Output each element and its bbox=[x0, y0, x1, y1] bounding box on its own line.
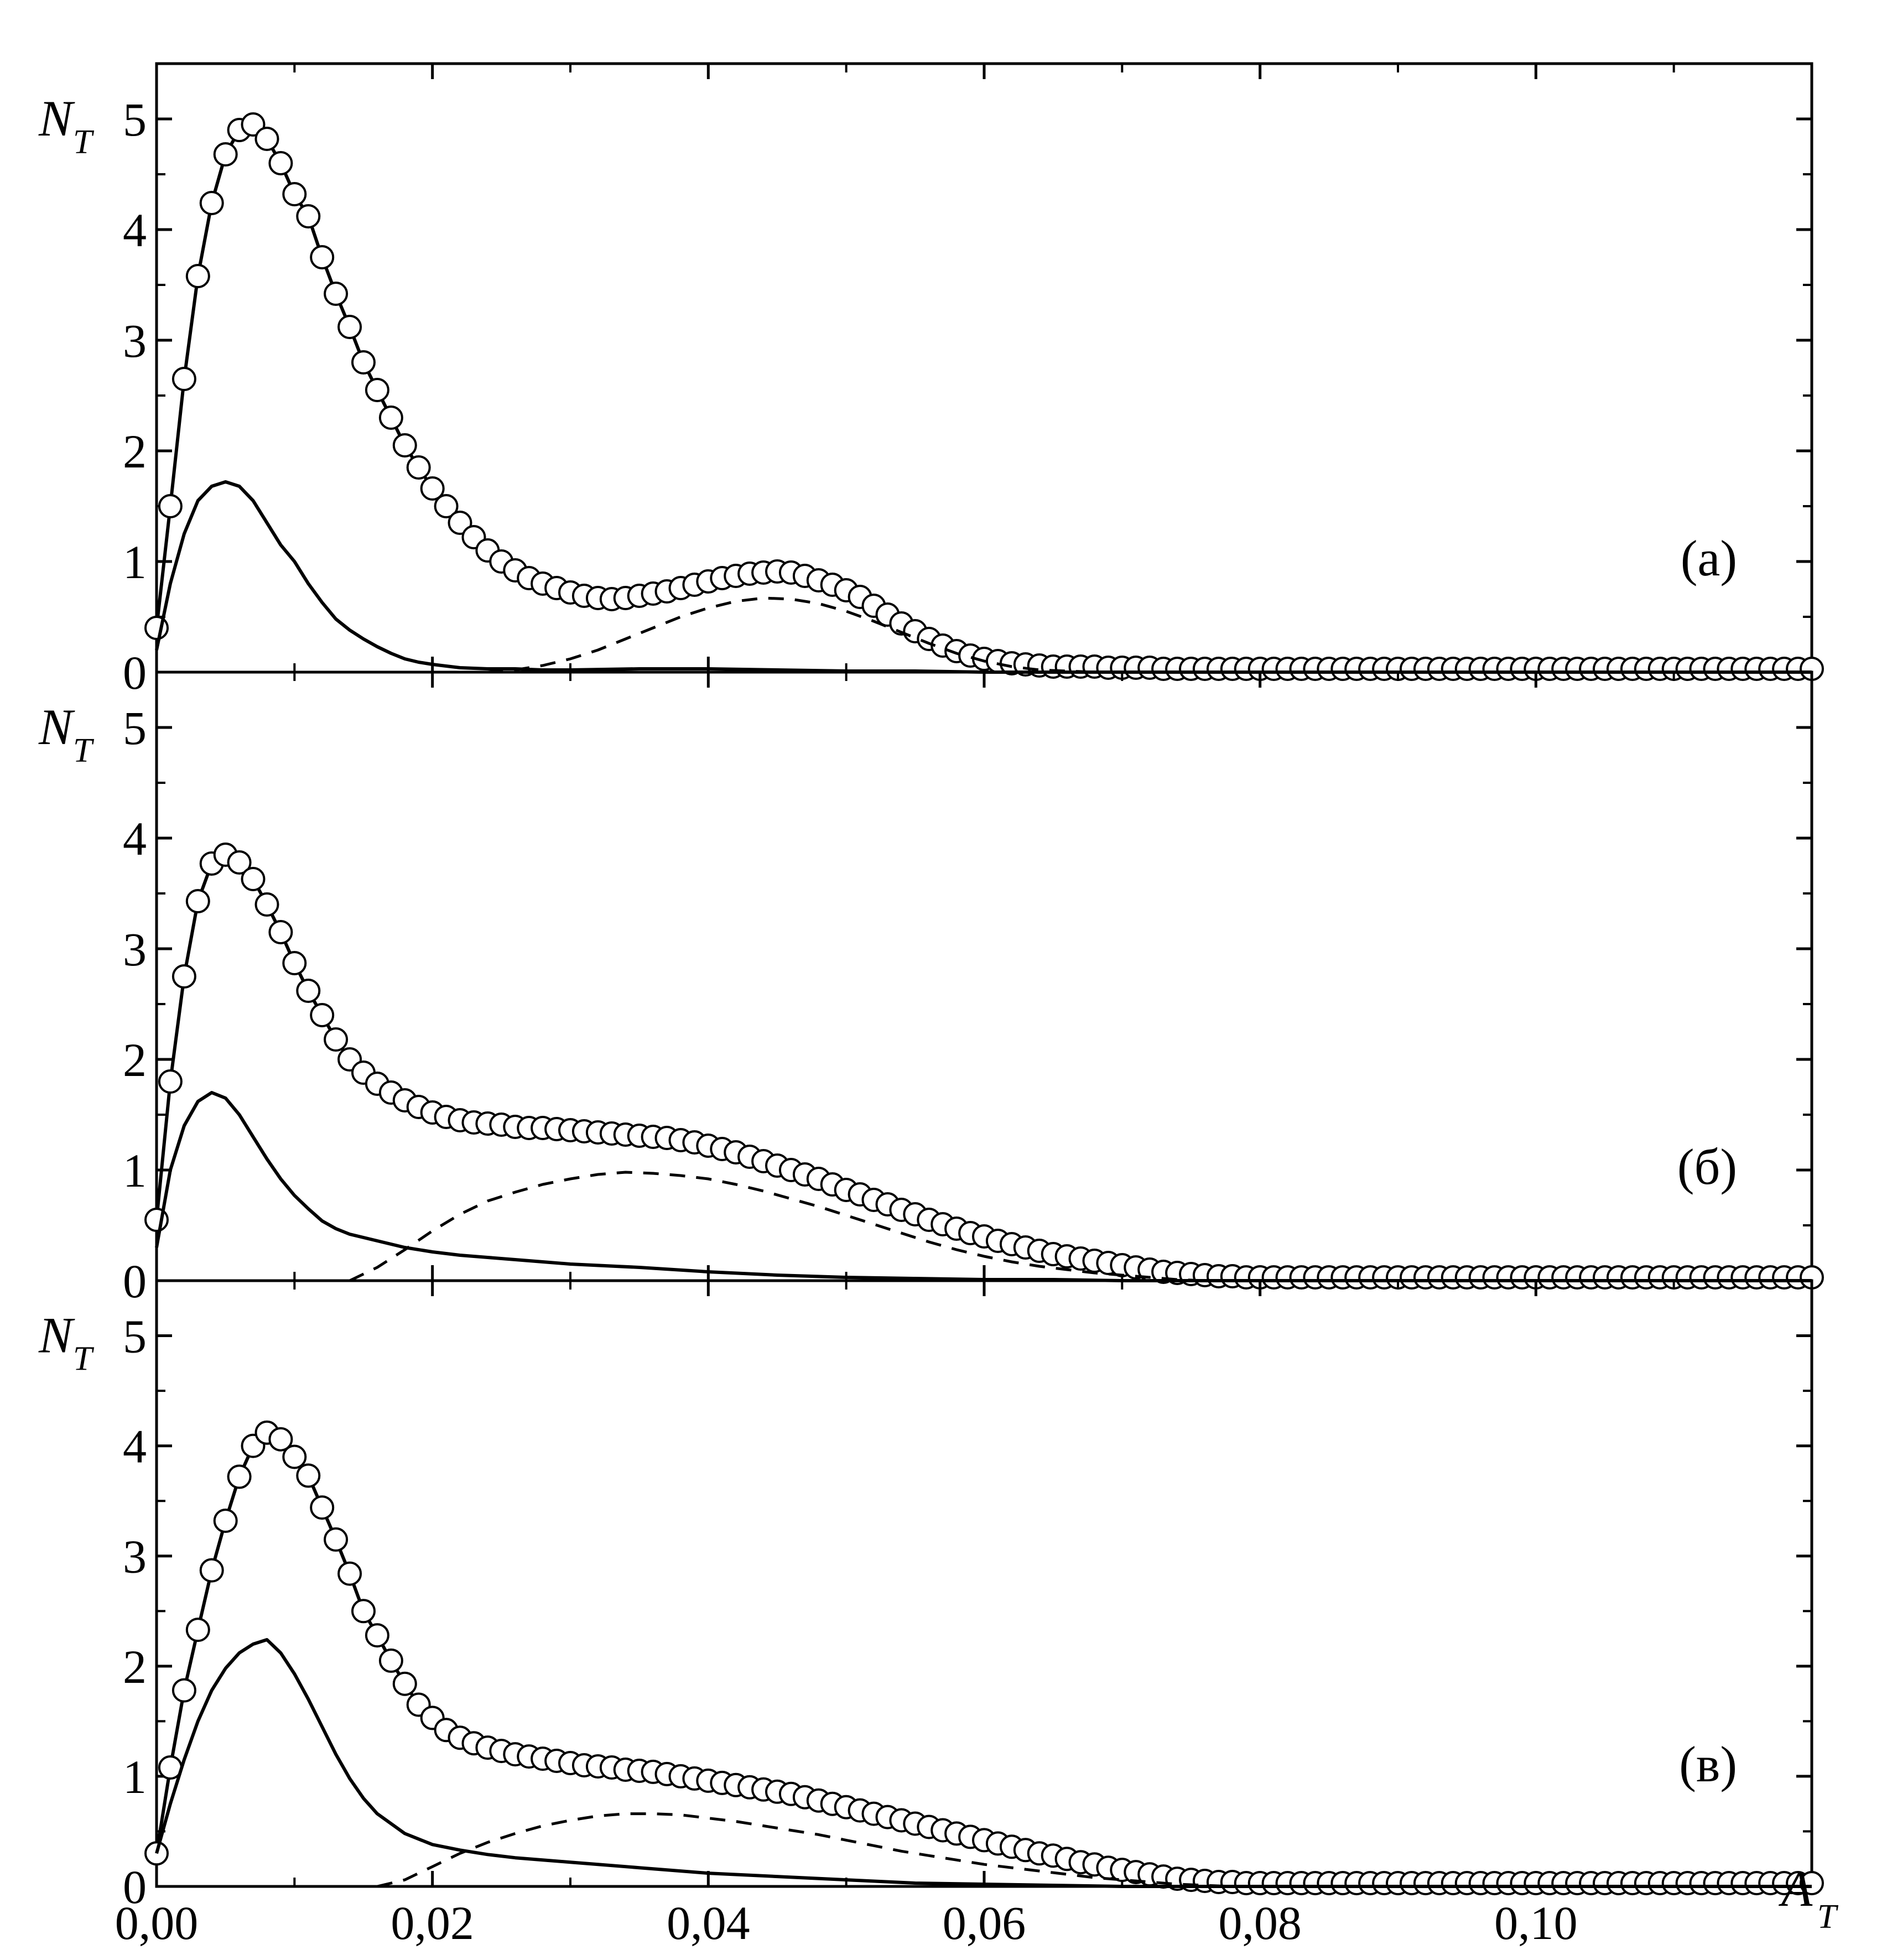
data-point-circle bbox=[268, 1427, 293, 1452]
circle-series-line bbox=[155, 123, 1812, 670]
data-point-circle bbox=[199, 191, 224, 215]
dashed-series-line bbox=[377, 1812, 1233, 1888]
solid-series-line bbox=[155, 1638, 1812, 1888]
plot-frame bbox=[155, 1279, 1813, 1888]
y-axis-label-sub: T bbox=[73, 123, 95, 161]
data-point-circle bbox=[392, 433, 417, 457]
data-point-circle bbox=[158, 494, 183, 518]
data-point-circle bbox=[378, 405, 403, 430]
data-point-circle bbox=[1800, 1871, 1824, 1895]
y-tick-label: 2 bbox=[123, 1033, 147, 1086]
y-tick-label: 4 bbox=[123, 204, 147, 257]
y-axis-label-sub: T bbox=[73, 1340, 95, 1378]
data-point-circle bbox=[185, 889, 210, 913]
data-point-circle bbox=[158, 1069, 183, 1094]
circle-series-line bbox=[155, 1431, 1812, 1885]
data-point-circle bbox=[171, 1678, 196, 1703]
data-point-circle bbox=[392, 1671, 417, 1696]
panel-c: (в) 0 1 2 3 4 5N T 0,00 0,02 0,04 0,06 0,08 0,10 bbox=[38, 1279, 1824, 1949]
data-point-circle bbox=[254, 127, 279, 151]
data-point-circle bbox=[171, 964, 196, 989]
y-axis-label-main: N bbox=[38, 1307, 75, 1364]
y-tick-label: 4 bbox=[123, 1420, 147, 1473]
data-point-circle bbox=[268, 920, 293, 944]
data-point-circle bbox=[241, 867, 266, 891]
y-tick-label: 3 bbox=[123, 1530, 147, 1583]
y-tick-label: 5 bbox=[123, 701, 147, 755]
y-tick-label: 0 bbox=[123, 646, 147, 699]
data-point-circle bbox=[185, 264, 210, 288]
y-tick-label: 1 bbox=[123, 1144, 147, 1197]
data-point-circle bbox=[296, 204, 321, 228]
data-point-circle bbox=[378, 1648, 403, 1673]
data-point-circle bbox=[254, 892, 279, 917]
data-point-circle bbox=[310, 245, 335, 269]
data-point-circle bbox=[406, 455, 431, 480]
data-point-circle bbox=[365, 1623, 389, 1648]
data-point-circle bbox=[337, 1561, 362, 1586]
plot-frame bbox=[155, 62, 1813, 674]
y-axis-label-main: N bbox=[38, 699, 75, 755]
y-tick-label: 1 bbox=[123, 536, 147, 589]
data-point-circle bbox=[282, 1444, 307, 1469]
data-point-circle bbox=[268, 151, 293, 175]
data-point-circle bbox=[351, 1599, 376, 1624]
x-axis-label-sub: T bbox=[1817, 1898, 1839, 1936]
data-point-circle bbox=[213, 142, 238, 167]
x-tick-label: 0,00 bbox=[115, 1896, 199, 1949]
y-tick-label: 1 bbox=[123, 1750, 147, 1803]
data-point-circle bbox=[310, 1495, 335, 1520]
x-tick-label: 0,04 bbox=[667, 1896, 750, 1949]
data-point-circle bbox=[282, 182, 307, 206]
data-point-circle bbox=[213, 1509, 238, 1533]
data-point-circle bbox=[420, 476, 445, 501]
data-point-circle bbox=[310, 1003, 335, 1027]
circle-series-line bbox=[155, 853, 1812, 1279]
data-point-circle bbox=[324, 282, 349, 306]
x-tick-label: 0,10 bbox=[1494, 1896, 1578, 1949]
panel-a: (a) 0 1 2 3 4 5N T bbox=[38, 62, 1824, 699]
data-point-circle bbox=[434, 494, 459, 518]
panel-label-a: (a) bbox=[1681, 530, 1737, 586]
y-tick-label: 3 bbox=[123, 923, 147, 976]
data-point-circle bbox=[324, 1027, 349, 1052]
data-point-circle bbox=[282, 951, 307, 975]
data-point-circle bbox=[296, 979, 321, 1003]
panel-label-c: (в) bbox=[1679, 1736, 1737, 1792]
data-point-circle bbox=[296, 1463, 321, 1488]
x-tick-label: 0,02 bbox=[391, 1896, 474, 1949]
dashed-series-line bbox=[349, 1171, 1205, 1282]
x-axis-label-main: A bbox=[1778, 1860, 1813, 1917]
x-tick-label: 0,08 bbox=[1218, 1896, 1302, 1949]
solid-series-line bbox=[155, 1091, 1812, 1282]
data-point-circle bbox=[337, 315, 362, 339]
data-point-circle bbox=[365, 378, 389, 402]
y-tick-label: 5 bbox=[123, 1310, 147, 1363]
data-point-circle bbox=[171, 367, 196, 391]
y-tick-label: 5 bbox=[123, 93, 147, 146]
y-tick-label: 0 bbox=[123, 1255, 147, 1308]
y-axis-label-sub: T bbox=[73, 732, 95, 770]
y-tick-label: 0 bbox=[123, 1860, 147, 1914]
data-point-circle bbox=[324, 1527, 349, 1552]
plot-frame bbox=[155, 670, 1813, 1282]
data-point-circle bbox=[351, 350, 376, 375]
y-tick-label: 2 bbox=[123, 425, 147, 478]
y-tick-label: 4 bbox=[123, 812, 147, 865]
panel-b: (б) 0 1 2 3 4 5N T bbox=[38, 670, 1824, 1308]
y-tick-label: 2 bbox=[123, 1640, 147, 1693]
data-point-circle bbox=[199, 1558, 224, 1583]
x-axis-label: A T bbox=[1778, 1860, 1839, 1936]
y-tick-label: 3 bbox=[123, 314, 147, 367]
data-point-circle bbox=[227, 1464, 252, 1489]
y-axis-label-main: N bbox=[38, 90, 75, 147]
data-point-circle bbox=[185, 1618, 210, 1642]
x-tick-label: 0,06 bbox=[943, 1896, 1026, 1949]
data-point-circle bbox=[227, 850, 252, 875]
solid-series-line bbox=[155, 480, 1812, 674]
panel-label-b: (б) bbox=[1677, 1138, 1737, 1195]
